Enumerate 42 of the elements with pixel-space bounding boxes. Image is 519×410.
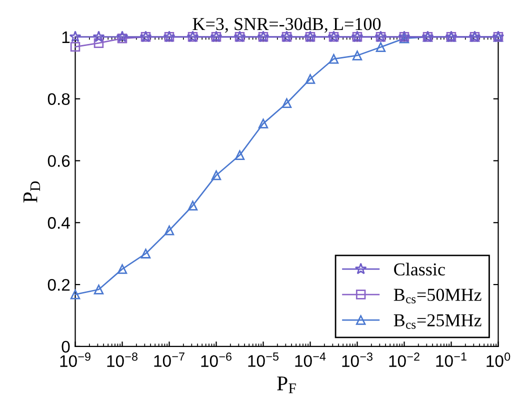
point [94,284,104,294]
point [117,34,128,44]
point [258,118,268,128]
y-tick-label: 0.4 [48,217,70,229]
x-tick-label: 10$^{−8}$ [107,352,138,367]
x-axis-title: P$_{F}$ [277,376,296,394]
point [164,226,174,236]
x-tick-label: 10$^{−4}$ [295,352,326,367]
point [282,98,292,108]
point [140,248,151,258]
x-tick-label: 10$^{−3}$ [342,352,372,367]
chart-title: K=3, SNR=-30dB, L=100 [192,17,381,33]
point [376,42,386,52]
point [211,170,222,180]
point [116,30,128,42]
point [188,200,198,210]
point [234,150,245,160]
y-tick-label: 0.8 [48,93,70,106]
point [305,74,316,84]
x-tick-label: 10$^{−9}$ [60,352,90,367]
legend-label: Classic [394,262,445,276]
point [69,30,82,42]
y-tick-label: 0 [62,340,70,353]
y-tick-label: 0.2 [48,278,70,291]
point [92,30,105,42]
legend-label: B$_{cs}$=25MHz [394,314,482,329]
y-tick-label: 1 [62,31,70,43]
x-tick-label: 10$^{−7}$ [154,352,184,367]
legend-label: B$_{cs}$=50MHz [394,288,482,304]
point [70,290,80,300]
x-tick-label: 10$^{−6}$ [201,352,232,367]
y-tick-label: 0.6 [48,155,70,167]
x-tick-label: 10$^{−5}$ [248,352,279,367]
x-tick-label: 10$^{−2}$ [389,352,420,367]
point [328,54,339,64]
point [94,38,104,48]
point [117,264,128,274]
y-axis-title: P$_{D}$ [23,181,40,203]
x-tick-label: 10$^{−1}$ [436,352,466,367]
x-tick-label: 10$^{0}$ [486,352,510,367]
point [352,50,362,60]
point [70,42,80,52]
